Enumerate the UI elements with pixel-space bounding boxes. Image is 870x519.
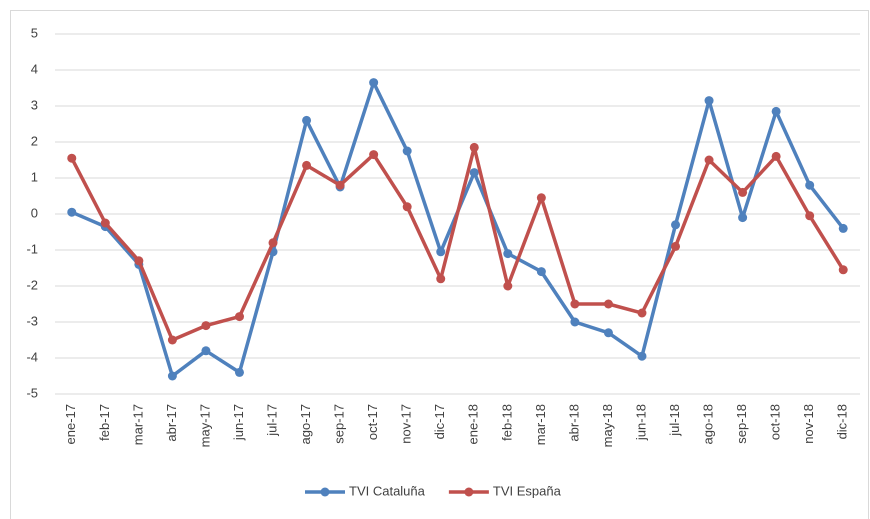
data-point [738,213,748,223]
x-tick-label: ene-17 [63,404,78,444]
data-point [302,115,312,125]
data-point [134,256,144,266]
data-point [436,247,446,257]
data-point [201,321,211,331]
y-tick-label: 1 [31,169,38,184]
y-tick-label: -3 [26,313,38,328]
legend-marker [320,487,330,497]
x-tick-label: feb-17 [97,404,112,441]
x-tick-label: sep-17 [332,404,347,444]
y-tick-label: 5 [31,25,38,40]
x-tick-label: jun-18 [633,404,648,441]
data-point [67,207,77,217]
data-point [838,223,848,233]
data-point [100,218,110,228]
legend-label: TVI España [493,483,562,498]
x-tick-label: jul-18 [667,404,682,437]
x-tick-label: oct-17 [365,404,380,440]
x-tick-label: mar-18 [533,404,548,445]
legend-marker [464,487,474,497]
data-point [603,299,613,309]
data-point [805,180,815,190]
data-point [704,155,714,165]
x-tick-label: abr-18 [566,404,581,442]
data-point [369,150,379,160]
x-tick-label: mar-17 [130,404,145,445]
x-tick-label: feb-18 [499,404,514,441]
series-line [70,145,845,342]
x-tick-label: jun-17 [231,404,246,441]
data-point [838,265,848,275]
x-tick-label: dic-18 [835,404,850,439]
x-tick-label: ago-17 [298,404,313,444]
data-point [302,160,312,170]
data-point [335,180,345,190]
data-point [637,308,647,318]
data-point [201,346,211,356]
data-point [234,367,244,377]
data-point [402,146,412,156]
y-tick-label: -2 [26,277,38,292]
x-tick-label: may-17 [197,404,212,447]
y-tick-label: 2 [31,133,38,148]
data-point [536,267,546,277]
data-point [268,238,278,248]
x-tick-label: ago-18 [701,404,716,444]
y-tick-label: 0 [31,205,38,220]
x-tick-label: nov-17 [399,404,414,444]
x-tick-label: abr-17 [164,404,179,442]
y-tick-label: -1 [26,241,38,256]
data-point [369,78,379,88]
data-point [469,168,479,178]
x-tick-label: jul-17 [264,404,279,437]
y-tick-label: -4 [26,349,38,364]
x-tick-label: oct-18 [768,404,783,440]
x-tick-label: ene-18 [466,404,481,444]
data-point [671,241,681,251]
data-point [503,249,513,259]
data-point [771,151,781,161]
chart-frame [10,10,869,519]
data-point [167,335,177,345]
data-point [704,96,714,106]
x-tick-label: nov-18 [801,404,816,444]
y-tick-label: 4 [31,61,38,76]
legend-label: TVI Cataluña [349,483,426,498]
x-tick-label: may-18 [600,404,615,447]
data-point [167,371,177,381]
data-point [234,312,244,322]
y-tick-label: 3 [31,97,38,112]
data-point [570,299,580,309]
data-point [536,193,546,203]
data-point [738,187,748,197]
data-point [67,153,77,163]
data-point [771,106,781,116]
data-point [805,211,815,221]
data-point [570,317,580,327]
data-point [671,220,681,230]
data-point [503,281,513,291]
data-point [469,142,479,152]
x-tick-label: dic-17 [432,404,447,439]
data-point [402,202,412,212]
x-tick-label: sep-18 [734,404,749,444]
y-tick-label: -5 [26,385,38,400]
data-point [436,274,446,284]
data-point [603,328,613,338]
data-point [637,351,647,361]
